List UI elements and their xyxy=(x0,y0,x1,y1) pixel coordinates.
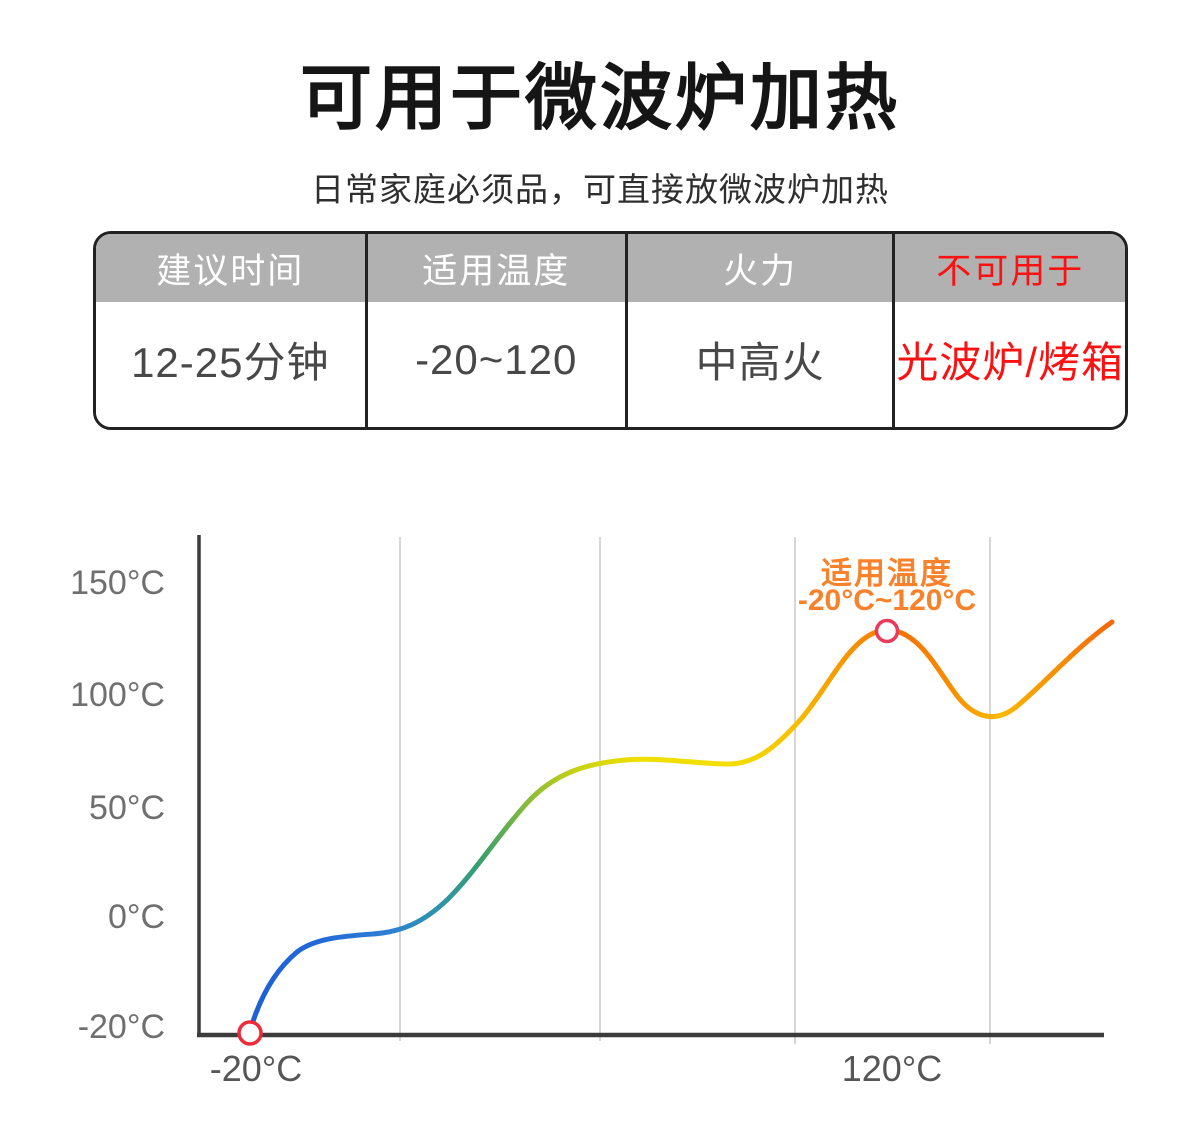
start-point-marker xyxy=(237,1020,263,1046)
chart-annotation-range: -20°C~120°C xyxy=(797,584,977,617)
page-subtitle: 日常家庭必须品，可直接放微波炉加热 xyxy=(311,171,889,208)
spec-header-time: 建议时间 xyxy=(96,234,365,302)
y-axis-label-0: 0°C xyxy=(107,898,165,936)
spec-value-temperature: -20~120 xyxy=(367,302,625,427)
spec-value-time: 12-25分钟 xyxy=(96,302,365,427)
y-axis-label-150: 150°C xyxy=(70,564,165,602)
temperature-curve xyxy=(247,619,1115,1034)
y-axis-label-50: 50°C xyxy=(89,789,165,827)
spec-header-not-usable: 不可用于 xyxy=(895,234,1125,302)
page-title: 可用于微波炉加热 xyxy=(299,59,900,139)
spec-column-temperature: 适用温度 -20~120 xyxy=(364,234,625,427)
peak-point-marker xyxy=(874,618,900,644)
spec-column-not-usable: 不可用于 光波炉/烤箱 xyxy=(892,234,1125,427)
spec-value-heat: 中高火 xyxy=(627,302,893,427)
x-axis-label-minus20: -20°C xyxy=(209,1048,303,1089)
spec-value-not-usable: 光波炉/烤箱 xyxy=(895,302,1125,427)
chart-annotation-title: 适用温度 xyxy=(821,556,953,591)
y-axis-label-100: 100°C xyxy=(70,676,165,714)
spec-column-time: 建议时间 12-25分钟 xyxy=(96,234,365,427)
spec-table: 建议时间 12-25分钟 适用温度 -20~120 火力 中高火 不可用于 光波… xyxy=(93,231,1128,430)
y-axis-label-minus20: -20°C xyxy=(77,1008,165,1046)
x-axis-label-120: 120°C xyxy=(841,1048,943,1089)
spec-column-heat: 火力 中高火 xyxy=(624,234,893,427)
spec-header-temperature: 适用温度 xyxy=(367,234,625,302)
spec-header-heat: 火力 xyxy=(627,234,893,302)
